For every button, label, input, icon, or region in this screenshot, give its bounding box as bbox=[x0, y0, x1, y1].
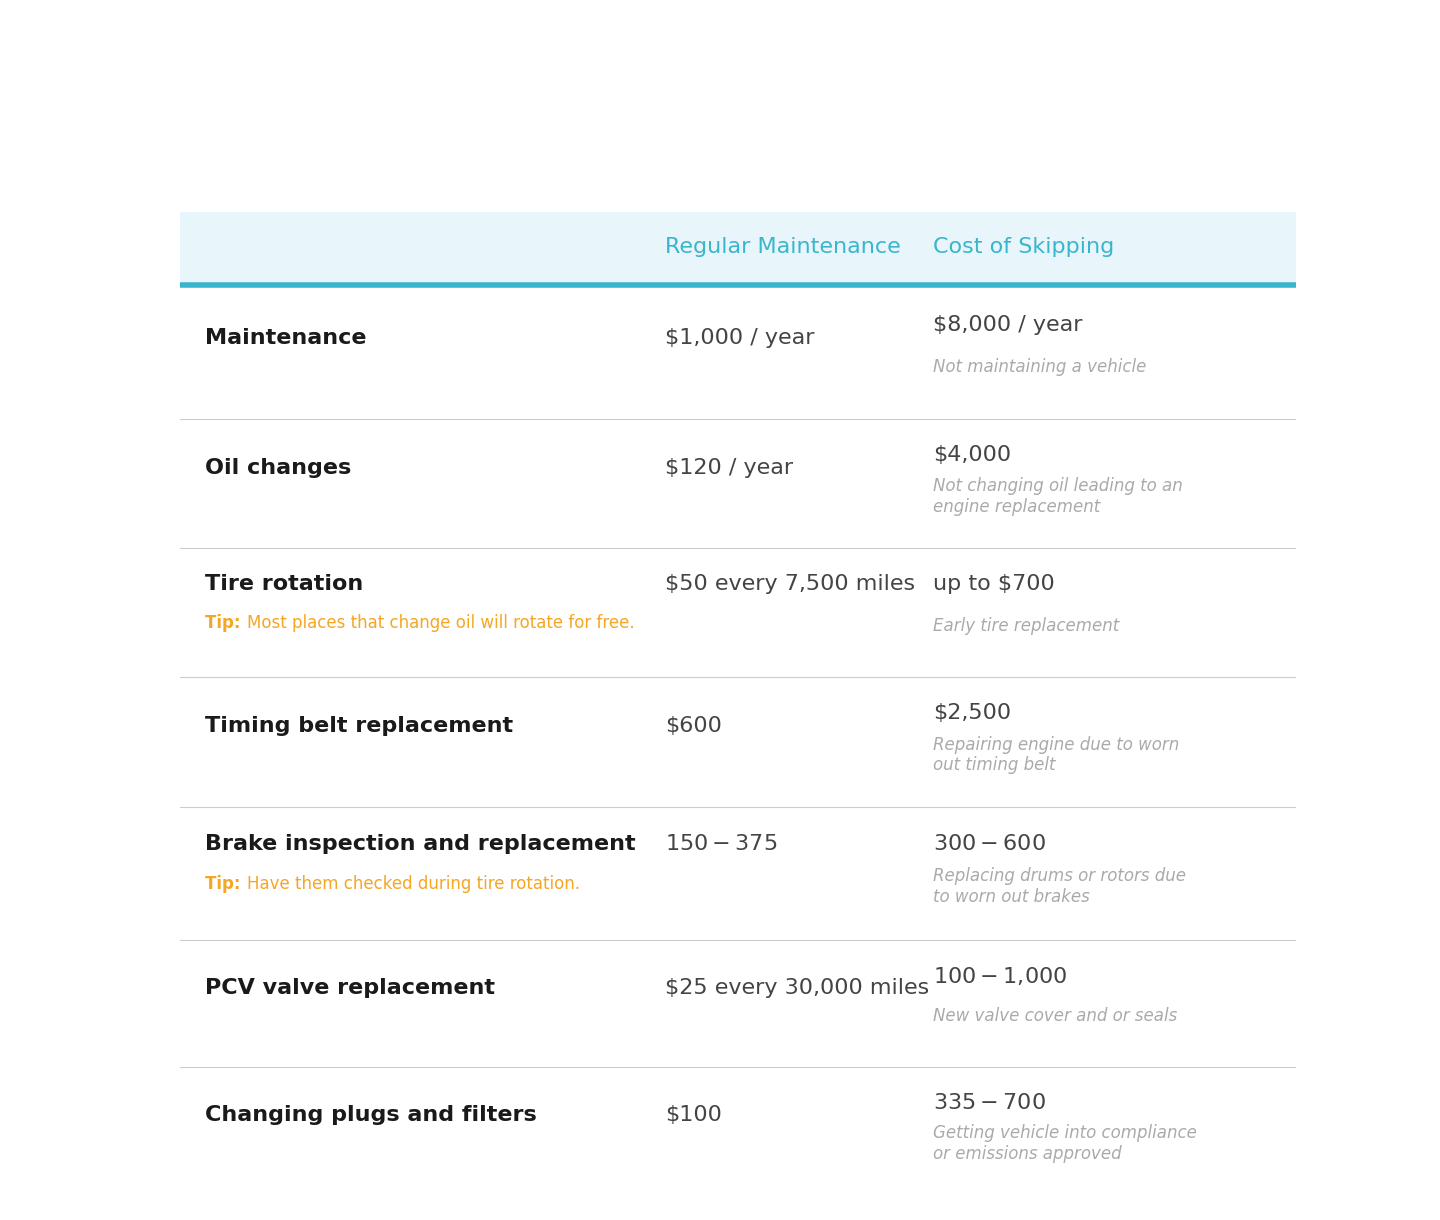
Text: $120 / year: $120 / year bbox=[665, 458, 793, 478]
Text: $25 every 30,000 miles: $25 every 30,000 miles bbox=[665, 978, 930, 998]
Text: Most places that change oil will rotate for free.: Most places that change oil will rotate … bbox=[248, 614, 635, 632]
Text: $100 - $1,000: $100 - $1,000 bbox=[933, 965, 1067, 987]
Text: $335 - $700: $335 - $700 bbox=[933, 1093, 1045, 1113]
Text: Have them checked during tire rotation.: Have them checked during tire rotation. bbox=[248, 875, 580, 893]
Text: Repairing engine due to worn
out timing belt: Repairing engine due to worn out timing … bbox=[933, 736, 1179, 775]
Text: PCV valve replacement: PCV valve replacement bbox=[204, 978, 494, 998]
Text: Oil changes: Oil changes bbox=[204, 458, 351, 478]
Text: Regular Maintenance: Regular Maintenance bbox=[665, 238, 901, 257]
Text: Tip:: Tip: bbox=[204, 614, 246, 632]
Text: up to $700: up to $700 bbox=[933, 575, 1056, 594]
Text: Not maintaining a vehicle: Not maintaining a vehicle bbox=[933, 357, 1146, 376]
FancyBboxPatch shape bbox=[180, 212, 1296, 283]
Text: Timing belt replacement: Timing belt replacement bbox=[204, 716, 513, 737]
Text: $4,000: $4,000 bbox=[933, 445, 1011, 465]
Text: $50 every 7,500 miles: $50 every 7,500 miles bbox=[665, 575, 916, 594]
Text: Tire rotation: Tire rotation bbox=[204, 575, 363, 594]
Text: New valve cover and or seals: New valve cover and or seals bbox=[933, 1008, 1178, 1025]
Text: Replacing drums or rotors due
to worn out brakes: Replacing drums or rotors due to worn ou… bbox=[933, 867, 1187, 906]
Text: Brake inspection and replacement: Brake inspection and replacement bbox=[204, 834, 635, 854]
Text: $8,000 / year: $8,000 / year bbox=[933, 316, 1083, 336]
Text: Changing plugs and filters: Changing plugs and filters bbox=[204, 1105, 536, 1125]
Text: Tip:: Tip: bbox=[204, 875, 246, 893]
Text: $2,500: $2,500 bbox=[933, 704, 1011, 723]
Text: $300 - $600: $300 - $600 bbox=[933, 834, 1045, 854]
Text: Early tire replacement: Early tire replacement bbox=[933, 616, 1119, 634]
Text: $150 - $375: $150 - $375 bbox=[665, 834, 778, 854]
Text: Getting vehicle into compliance
or emissions approved: Getting vehicle into compliance or emiss… bbox=[933, 1124, 1197, 1163]
Text: Maintenance: Maintenance bbox=[204, 328, 366, 349]
Text: Cost of Skipping: Cost of Skipping bbox=[933, 238, 1115, 257]
Text: $100: $100 bbox=[665, 1105, 723, 1125]
Text: $1,000 / year: $1,000 / year bbox=[665, 328, 815, 349]
Text: $600: $600 bbox=[665, 716, 723, 737]
Text: Not changing oil leading to an
engine replacement: Not changing oil leading to an engine re… bbox=[933, 477, 1184, 516]
